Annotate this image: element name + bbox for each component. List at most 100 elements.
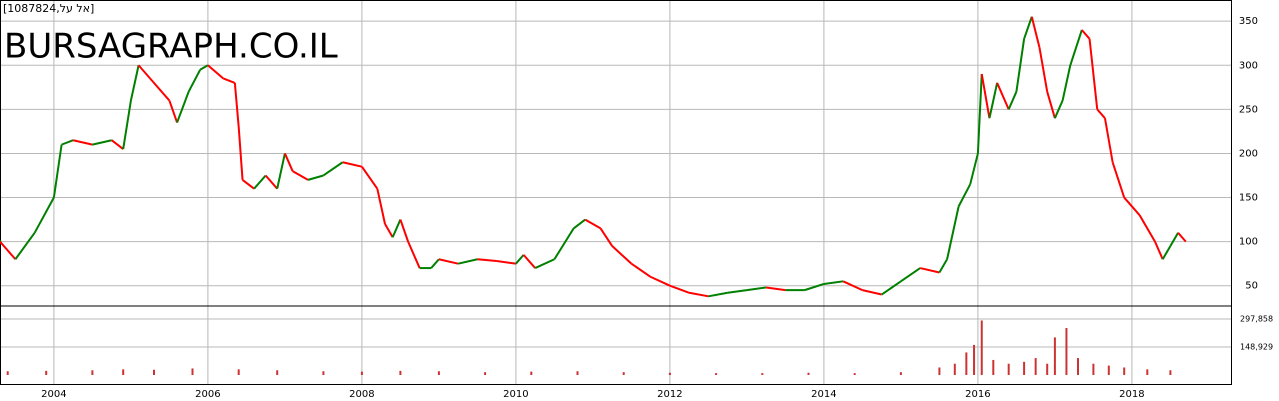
price-segment [111, 139, 124, 150]
volume-bar [807, 372, 810, 375]
y-tick-label: 350 [1239, 16, 1258, 27]
price-segment [900, 267, 921, 283]
plot-frame [0, 0, 1232, 385]
x-tick-label: 2016 [965, 389, 990, 400]
price-segment [1111, 161, 1126, 198]
price-segment [376, 188, 386, 225]
volume-bar [360, 371, 363, 375]
price-segment [176, 91, 190, 123]
y-tick-label: 300 [1239, 60, 1258, 71]
price-segment [980, 73, 991, 119]
volume-bar [668, 372, 671, 375]
price-segment [946, 206, 960, 260]
x-tick-label: 2010 [503, 389, 528, 400]
volume-bar [237, 369, 240, 375]
price-segment [207, 64, 224, 80]
volume-bar [1092, 363, 1095, 375]
price-segment [727, 289, 748, 294]
y2-tick-label: 297,858 [1240, 314, 1273, 323]
volume-bar [1065, 327, 1068, 375]
price-segment [322, 161, 344, 177]
x-tick-label: 2014 [811, 389, 836, 400]
price-segment [1169, 232, 1179, 247]
price-segment [237, 126, 244, 180]
volume-bar [1023, 361, 1026, 375]
price-segment [881, 280, 902, 296]
volume-bar [1046, 363, 1049, 375]
volume-bar [992, 359, 995, 375]
price-segment [61, 139, 74, 146]
volume-bar [853, 373, 856, 375]
price-segment [33, 197, 55, 234]
price-segment [0, 240, 17, 260]
price-segment [292, 170, 309, 181]
price-segment [1007, 91, 1018, 110]
price-segment [1177, 232, 1187, 243]
price-segment [766, 286, 786, 292]
y2-tick-label: 148,929 [1240, 342, 1273, 351]
volume-bar [276, 370, 279, 375]
price-segment [553, 227, 575, 260]
price-segment [264, 174, 278, 190]
price-segment [650, 275, 671, 287]
x-tick-label: 2008 [349, 389, 374, 400]
price-segment [1138, 214, 1156, 243]
price-segment [746, 286, 767, 292]
price-segment [92, 139, 112, 146]
price-segment [307, 174, 324, 181]
volume-bar [899, 372, 902, 375]
price-segment [515, 254, 525, 265]
volume-bar [1077, 358, 1079, 375]
price-segment [276, 153, 286, 189]
price-segment [149, 77, 171, 102]
price-segment [919, 267, 940, 274]
price-segment [1038, 47, 1049, 92]
price-segment [1061, 65, 1072, 101]
price-segment [996, 82, 1010, 110]
price-segment [823, 280, 844, 285]
volume-bar [1107, 365, 1110, 375]
volume-bar [622, 372, 625, 375]
price-segment [988, 82, 999, 119]
price-segment [522, 254, 536, 269]
volume-bar [322, 371, 325, 375]
volume-bar [91, 370, 94, 375]
x-tick-label: 2006 [195, 389, 220, 400]
price-segment [137, 64, 151, 80]
price-segment [222, 77, 236, 84]
price-segment [199, 64, 209, 71]
volume-bar [122, 369, 125, 375]
y-tick-label: 150 [1239, 193, 1258, 204]
price-segment [1123, 196, 1141, 216]
volume-bar [965, 352, 968, 375]
price-segment [669, 284, 690, 294]
price-segment [391, 219, 402, 238]
price-segment [438, 258, 459, 265]
price-segment [688, 291, 709, 298]
price-segment [1161, 245, 1172, 260]
x-tick-label: 2018 [1119, 389, 1144, 400]
price-segment [1096, 108, 1106, 119]
volume-bar [1053, 337, 1056, 375]
price-segment [168, 100, 179, 123]
price-segment [496, 260, 517, 265]
y-tick-label: 100 [1239, 237, 1258, 248]
volume-bar [530, 371, 533, 375]
price-segment [630, 262, 652, 278]
volume-bar [6, 371, 9, 375]
volume-bar [576, 371, 579, 375]
volume-bar [399, 370, 402, 375]
price-segment [72, 139, 93, 146]
y-tick-label: 200 [1239, 148, 1258, 159]
volume-bar [953, 363, 956, 375]
volume-bar [761, 373, 764, 375]
volume-bar [45, 370, 48, 375]
price-segment [938, 258, 948, 273]
price-segment [1046, 91, 1056, 119]
price-segment [1053, 100, 1064, 119]
price-segment [611, 245, 633, 265]
price-segment [241, 179, 255, 190]
price-segment [253, 174, 267, 190]
volume-bar [191, 368, 194, 375]
